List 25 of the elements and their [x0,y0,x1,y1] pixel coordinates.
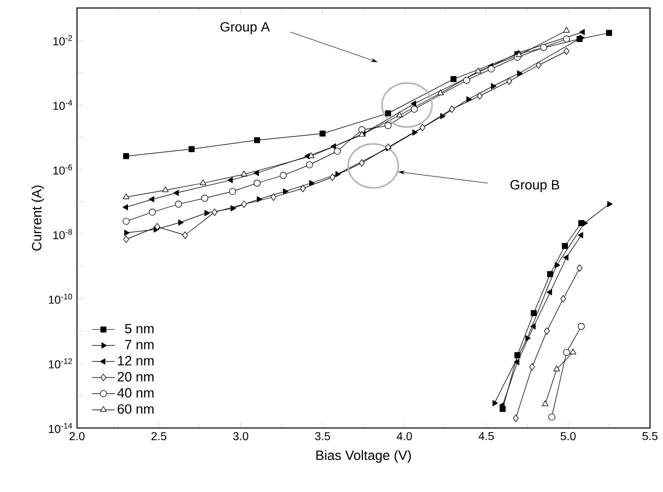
legend-label: 12 nm [118,356,154,366]
annotation: Group B [510,180,560,192]
legend-label: 60 nm [118,404,154,414]
y-tick-label: 10$^{-6}$ [53,164,72,175]
y-tick-label: 10$^{-10}$ [48,294,72,304]
x-tick-label: 2.5 [151,432,166,440]
y-tick-label: 10$^{-12}$ [48,358,72,368]
legend-label: 40 nm [117,388,154,398]
x-tick-label: 4.0 [396,432,412,440]
legend-label: 5 nm [125,324,154,334]
y-tick-label: 10$^{-2}$ [53,35,72,46]
x-tick-label: 3.0 [233,432,248,440]
legend-label: 20 nm [118,372,154,382]
x-tick-label: 4.5 [478,432,494,440]
x-tick-label: 3.5 [315,432,330,440]
y-tick-label: 10$^{-4}$ [53,100,72,110]
y-tick-label: 10$^{-14}$ [48,423,72,433]
x-tick-label: 5.5 [642,432,658,440]
y-tick-label: 10$^{-8}$ [53,229,72,240]
y-axis-title: Current (A) [32,186,44,251]
legend-label: 7 nm [125,340,154,350]
annotation: Group A [220,22,270,34]
x-axis-title: Bias Voltage (V) [316,450,411,463]
x-tick-label: 5.0 [560,432,576,440]
x-tick-label: 2.0 [70,432,85,440]
